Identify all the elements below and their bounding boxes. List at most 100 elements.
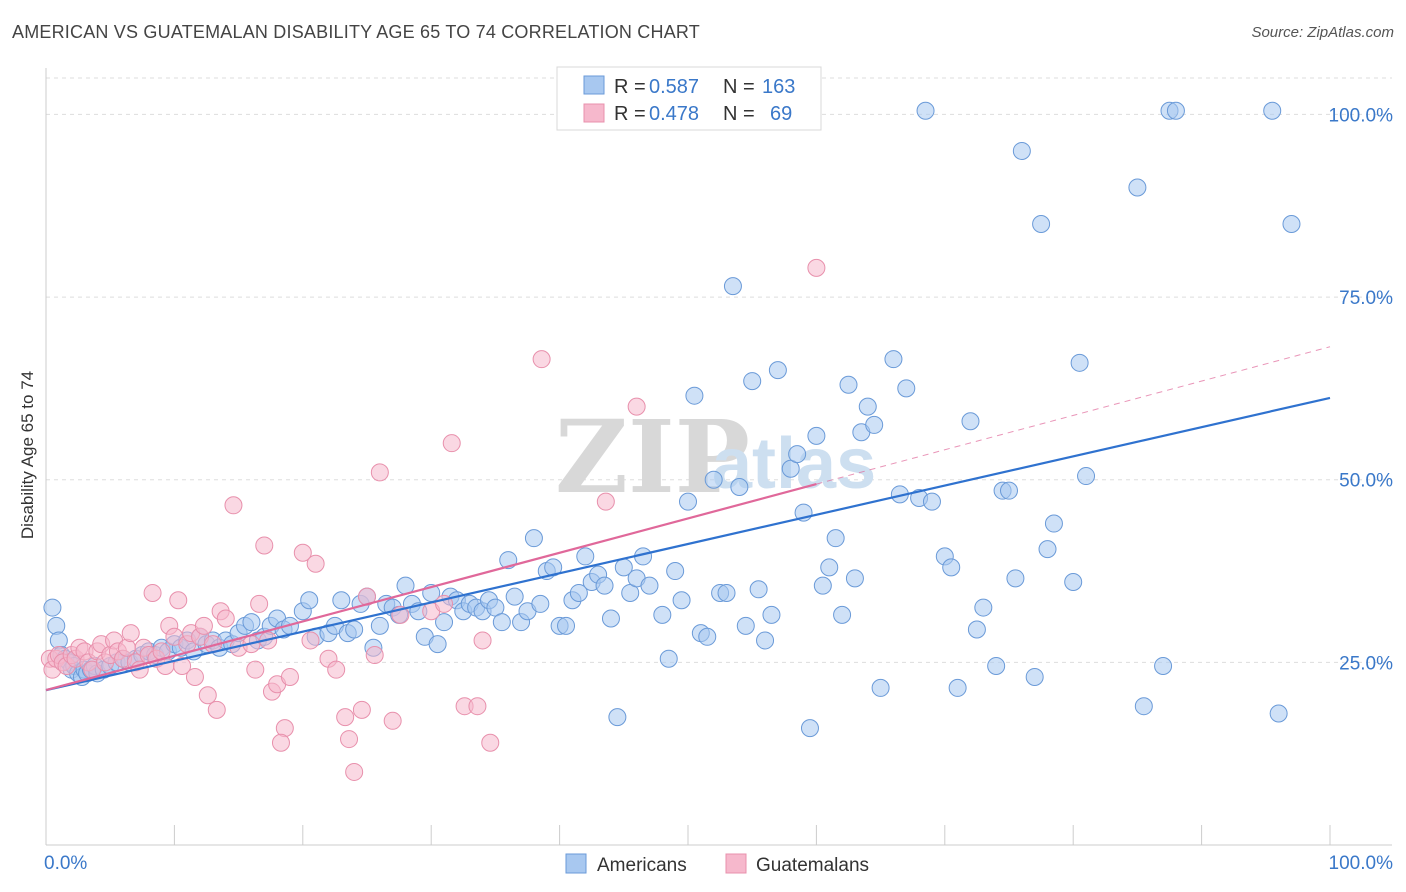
americans-point: [1006, 569, 1025, 588]
x-tick-label: 0.0%: [44, 853, 87, 874]
americans-point: [659, 649, 678, 668]
americans-point: [807, 426, 826, 445]
americans-point: [640, 576, 659, 595]
axes: [45, 68, 1392, 846]
guatemalans-point: [807, 258, 826, 277]
americans-point: [576, 547, 595, 566]
americans-trend-line: [45, 396, 1331, 692]
americans-point: [505, 587, 524, 606]
americans-point: [961, 412, 980, 431]
americans-point: [833, 605, 852, 624]
guatemalans-point: [468, 697, 487, 716]
americans-point: [595, 576, 614, 595]
americans-point: [768, 361, 787, 380]
americans-point: [1038, 540, 1057, 559]
legend-r-value: 0.478: [649, 103, 699, 125]
americans-point: [370, 616, 389, 635]
chart-source: Source: ZipAtlas.com: [1251, 24, 1394, 41]
americans-point: [428, 635, 447, 654]
series-legend: Americans Guatemalans: [565, 853, 869, 876]
guatemalans-point: [255, 536, 274, 555]
bottom-legend-swatch-americans: [565, 853, 587, 874]
legend-swatch-guatemalans: [583, 103, 605, 123]
guatemalans-point: [306, 554, 325, 573]
americans-point: [300, 591, 319, 610]
americans-point: [987, 657, 1006, 676]
grid-lines: [46, 77, 1392, 663]
americans-point: [717, 583, 736, 602]
americans-point: [813, 576, 832, 595]
americans-point: [916, 101, 935, 120]
guatemalans-trend-line: [45, 483, 817, 692]
guatemalans-point: [383, 711, 402, 730]
americans-point: [942, 558, 961, 577]
guatemalans-trend-extension: [816, 346, 1331, 485]
americans-point: [531, 594, 550, 613]
x-tick-label: 100.0%: [1329, 853, 1394, 874]
americans-point: [569, 583, 588, 602]
guatemalans-point: [370, 463, 389, 482]
legend-n-value: 69: [770, 103, 792, 125]
y-tick-label: 50.0%: [1339, 471, 1393, 492]
guatemalans-point: [345, 762, 364, 781]
americans-point: [1263, 101, 1282, 120]
guatemalans-point: [365, 646, 384, 665]
americans-point: [435, 613, 454, 632]
americans-point: [736, 616, 755, 635]
guatemalans-point: [532, 350, 551, 369]
americans-point: [544, 558, 563, 577]
americans-point: [749, 580, 768, 599]
americans-point: [557, 616, 576, 635]
bottom-legend-guatemalans: Guatemalans: [756, 855, 869, 876]
americans-point: [601, 609, 620, 628]
legend-r-value: 0.587: [649, 76, 699, 98]
americans-point: [1128, 178, 1147, 197]
tick-labels: 25.0% 50.0% 75.0% 100.0% 0.0% 100.0%: [44, 105, 1393, 874]
americans-point: [865, 415, 884, 434]
guatemalans-point: [327, 660, 346, 679]
americans-point: [762, 605, 781, 624]
americans-point: [743, 372, 762, 391]
americans-point: [800, 719, 819, 738]
guatemalans-point: [473, 631, 492, 650]
guatemalans-point: [185, 667, 204, 686]
americans-point: [845, 569, 864, 588]
watermark-zip: ZIP: [555, 398, 750, 516]
americans-point: [871, 678, 890, 697]
trend-lines: [45, 346, 1331, 692]
americans-point: [704, 470, 723, 489]
americans-point: [1166, 101, 1185, 120]
guatemalans-point: [336, 708, 355, 727]
legend-swatch-americans: [583, 75, 605, 95]
americans-point: [653, 605, 672, 624]
bottom-legend-americans: Americans: [597, 855, 687, 876]
guatemalans-point: [121, 624, 140, 643]
americans-point: [723, 277, 742, 296]
guatemalans-point: [169, 591, 188, 610]
guatemalans-point: [194, 616, 213, 635]
americans-point: [1044, 514, 1063, 533]
americans-point: [1070, 353, 1089, 372]
stats-legend: R = 0.587 N = 163 R = 0.478 N = 69: [556, 66, 822, 131]
americans-point: [47, 616, 66, 635]
legend-n-label: N =: [723, 103, 755, 125]
legend-n-label: N =: [723, 76, 755, 98]
americans-point: [1269, 704, 1288, 723]
americans-point: [1000, 481, 1018, 500]
americans-point: [897, 379, 916, 398]
americans-point: [332, 591, 351, 610]
americans-point: [974, 598, 993, 617]
guatemalans-point: [198, 686, 217, 705]
guatemalans-point: [271, 733, 290, 752]
americans-point: [922, 492, 941, 511]
americans-point: [242, 613, 261, 632]
americans-point: [756, 631, 775, 650]
americans-point: [826, 529, 845, 548]
americans-point: [1025, 667, 1044, 686]
americans-point: [685, 386, 704, 405]
americans-point: [672, 591, 691, 610]
americans-point: [884, 350, 903, 369]
americans-point: [43, 598, 62, 617]
guatemalans-point: [143, 583, 162, 602]
